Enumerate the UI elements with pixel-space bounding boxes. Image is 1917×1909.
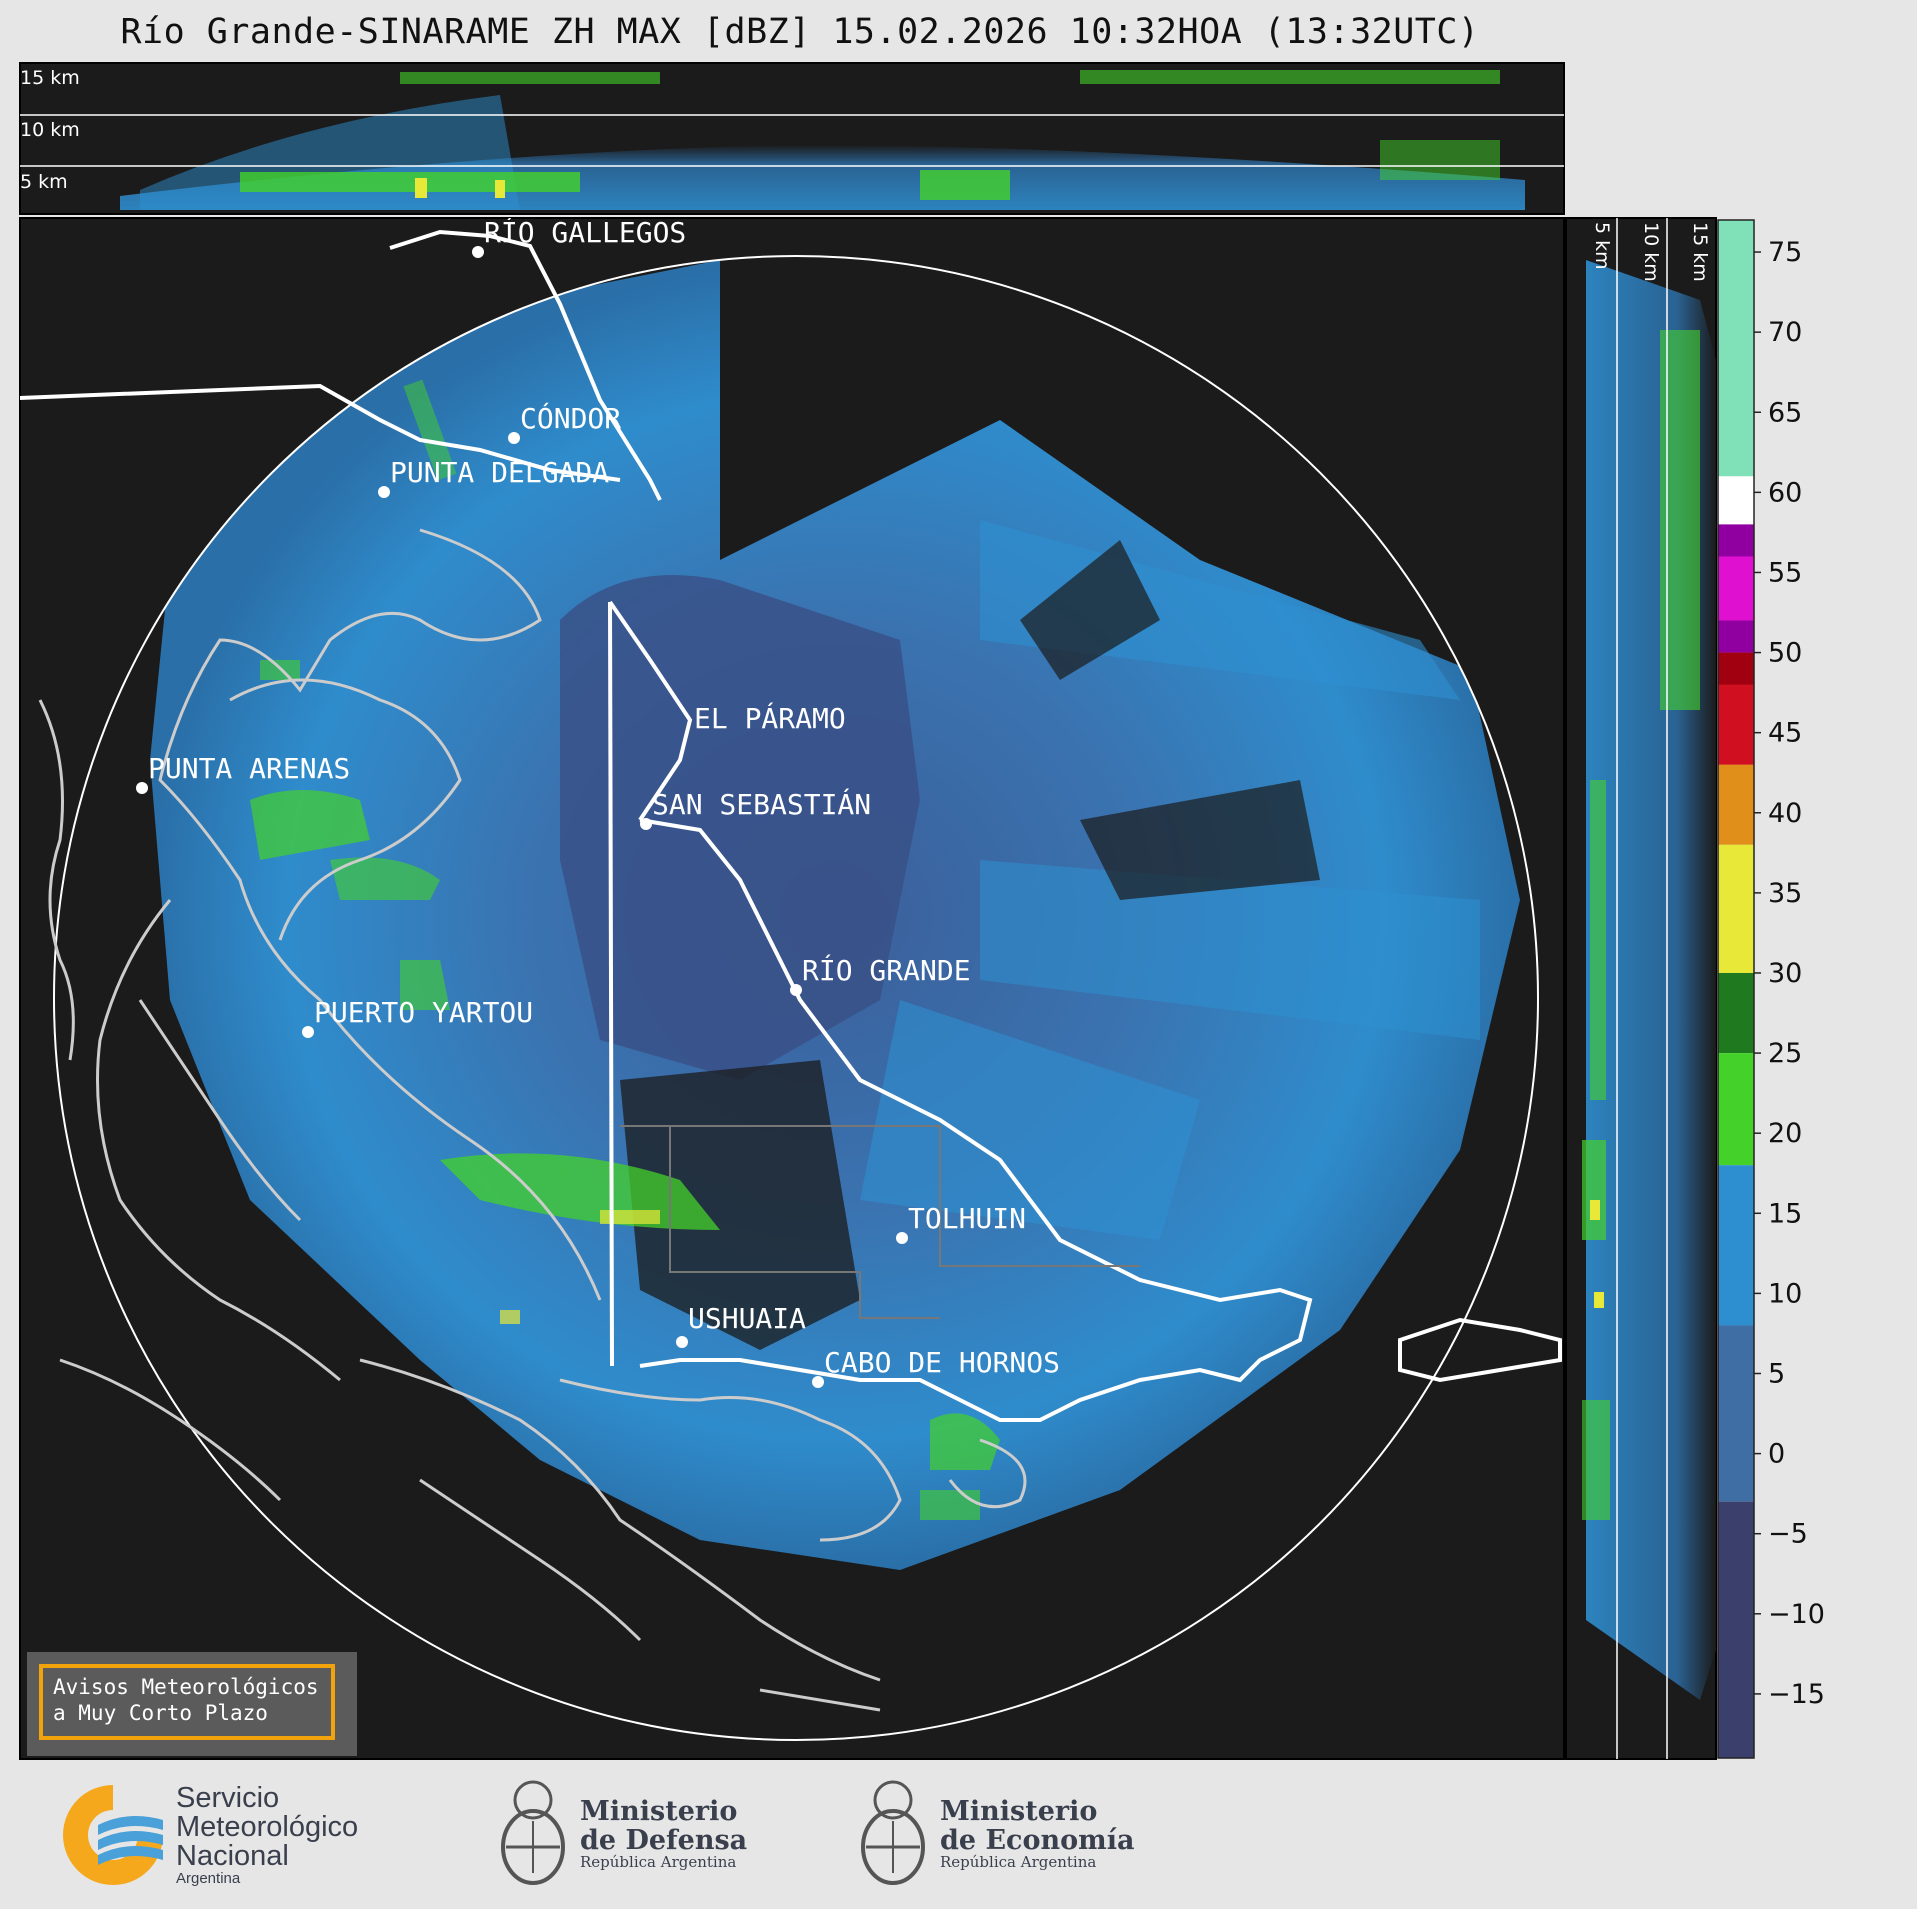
colorbar-tick-label: 40 [1768,798,1802,829]
map-title: Río Grande-SINARAME ZH MAX [dBZ] 15.02.2… [120,12,1480,52]
colorbar-tick-label: 60 [1768,477,1802,508]
economia-logo: Ministerio de Economía República Argenti… [856,1760,1134,1909]
defensa-line-2: de Defensa [580,1824,748,1856]
colorbar-tick-label: −15 [1768,1679,1825,1710]
city-label-rio-gallegos: RÍO GALLEGOS [484,215,686,249]
city-label-ushuaia: USHUAIA [688,1302,806,1335]
city-label-rio-grande: RÍO GRANDE [802,953,971,987]
defensa-logo: Ministerio de Defensa República Argentin… [496,1760,747,1909]
city-dot-puerto-yartou [302,1026,314,1038]
city-dot-punta-delgada [378,486,390,498]
city-dot-rio-gallegos [472,246,484,258]
city-dot-ushuaia [676,1336,688,1348]
defensa-line-3: República Argentina [580,1852,737,1871]
city-dot-cabo-de-hornos [812,1376,824,1388]
city-label-tolhuin: TOLHUIN [908,1202,1026,1235]
footer: Servicio Meteorológico Nacional Argentin… [0,1760,1917,1909]
colorbar-band [1718,844,1754,973]
city-dot-san-sebastian [640,818,652,830]
top-km-label-10: 10 km [20,119,80,141]
city-label-puerto-yartou: PUERTO YARTOU [314,996,533,1029]
city-dot-tolhuin [896,1232,908,1244]
side-km-label-5: 5 km [1591,222,1613,270]
colorbar-band [1718,1165,1754,1326]
smn-logo: Servicio Meteorológico Nacional Argentin… [58,1760,358,1909]
colorbar-band [1718,220,1754,477]
colorbar-tick-label: 15 [1768,1198,1802,1229]
colorbar-tick-label: 5 [1768,1359,1785,1390]
colorbar-tick-label: 70 [1768,317,1802,348]
radar-echo-field [150,260,1520,1570]
colorbar-band [1718,684,1754,765]
smn-line-1: Servicio [176,1781,280,1814]
economia-line-3: República Argentina [940,1852,1097,1871]
colorbar-band [1718,1501,1754,1758]
city-label-el-paramo: EL PÁRAMO [694,701,846,735]
city-markers: RÍO GALLEGOS CÓNDOR PUNTA DELGADA PUNTA … [136,215,1060,1388]
borders [20,229,1562,1422]
colorbar-band [1718,1053,1754,1166]
side-km-label-15: 15 km [1689,222,1711,282]
colorbar-tick-label: 65 [1768,397,1802,428]
colorbar-tick-label: 50 [1768,638,1802,669]
colorbar-tick-label: 55 [1768,557,1802,588]
colorbar-tick-label: 25 [1768,1038,1802,1069]
city-label-san-sebastian: SAN SEBASTIÁN [652,787,871,821]
side-km-label-10: 10 km [1640,222,1662,282]
smn-emblem-icon [63,1784,163,1885]
alert-line-2: a Muy Corto Plazo [53,1701,268,1726]
colorbar-segments [1718,220,1754,1758]
colorbar-tick-label: 75 [1768,237,1802,268]
economia-line-1: Ministerio [940,1796,1098,1828]
city-label-cabo-de-hornos: CABO DE HORNOS [824,1346,1060,1379]
colorbar-tick-label: −10 [1768,1599,1825,1630]
smn-line-4: Argentina [176,1869,241,1887]
colorbar-tick-label: 45 [1768,718,1802,749]
colorbar-band [1718,764,1754,845]
colorbar-tick-label: 20 [1768,1118,1802,1149]
colorbar-band [1718,1325,1754,1502]
side-cross-section: 5 km 10 km 15 km [1565,217,1717,1760]
colorbar-band [1718,556,1754,621]
city-dot-rio-grande [790,984,802,996]
colorbar-tick-label: −5 [1768,1519,1808,1550]
colorbar-tick-label: 30 [1768,958,1802,989]
alert-inner[interactable]: Avisos Meteorológicos a Muy Corto Plazo [39,1664,335,1740]
alert-line-1: Avisos Meteorológicos [53,1675,319,1699]
top-cross-section: 15 km 10 km 5 km [19,62,1565,215]
colorbar-tick-label: 35 [1768,878,1802,909]
top-km-label-5: 5 km [20,171,68,193]
alert-box[interactable]: Avisos Meteorológicos a Muy Corto Plazo [27,1652,357,1756]
smn-line-3: Nacional [176,1839,289,1872]
city-label-punta-arenas: PUNTA ARENAS [148,752,350,785]
top-km-label-15: 15 km [20,67,80,89]
radar-figure: 15 km 10 km 5 km [19,62,1825,1760]
coat-of-arms-icon [501,1780,565,1885]
colorbar-band [1718,972,1754,1054]
city-dot-condor [508,432,520,444]
coastlines [38,528,1027,1712]
defensa-line-1: Ministerio [580,1796,738,1828]
city-label-condor: CÓNDOR [520,401,621,435]
main-map: RÍO GALLEGOS CÓNDOR PUNTA DELGADA PUNTA … [19,215,1565,1760]
colorbar-tick-label: 10 [1768,1278,1802,1309]
range-ring [53,255,1539,1741]
smn-line-2: Meteorológico [176,1810,359,1843]
coat-of-arms-icon [861,1780,925,1885]
colorbar-tick-label: 0 [1768,1439,1785,1470]
colorbar-band [1718,476,1754,525]
economia-line-2: de Economía [940,1824,1135,1856]
city-dot-punta-arenas [136,782,148,794]
city-label-punta-delgada: PUNTA DELGADA [390,456,609,489]
